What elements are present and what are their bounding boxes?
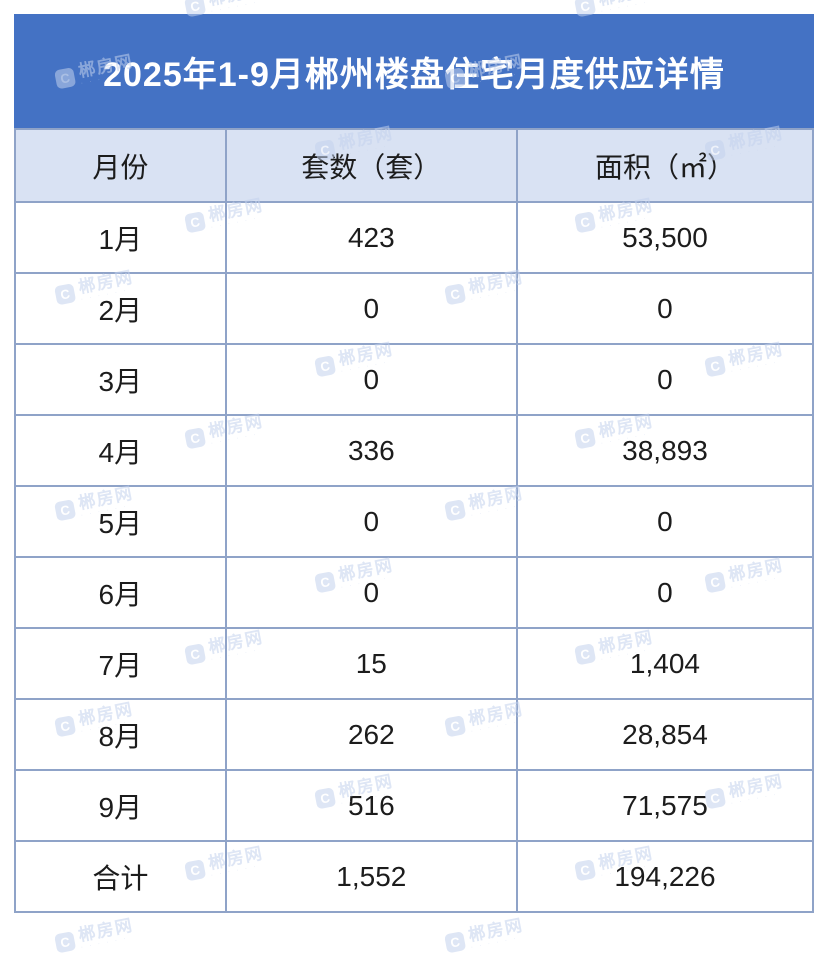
cell-value: 53,500 (515, 201, 815, 274)
table-row: 8月 262 28,854 (14, 698, 815, 771)
table-row: 7月 15 1,404 (14, 627, 815, 700)
table-row: 9月 516 71,575 (14, 769, 815, 842)
watermark-subtext: · · · · · · (210, 0, 259, 15)
table-row: 4月 336 38,893 (14, 414, 815, 487)
column-header-2: 面积（㎡） (515, 128, 815, 203)
table-title: 2025年1-9月郴州楼盘住宅月度供应详情 (103, 55, 725, 94)
watermark-text: 郴房网 (76, 915, 135, 945)
cell-value: 0 (515, 343, 815, 416)
cell-month: 1月 (14, 201, 227, 274)
column-header-1: 套数（套） (224, 128, 518, 203)
table-header: 月份 套数（套） 面积（㎡） (14, 128, 815, 203)
table-row: 5月 0 0 (14, 485, 815, 558)
cell-month: 8月 (14, 698, 227, 771)
cell-month: 9月 (14, 769, 227, 842)
cell-value: 262 (224, 698, 518, 771)
cell-month: 6月 (14, 556, 227, 629)
cell-value: 1,552 (224, 840, 518, 913)
cell-month: 7月 (14, 627, 227, 700)
cell-value: 71,575 (515, 769, 815, 842)
cell-value: 1,404 (515, 627, 815, 700)
monthly-supply-table-card: 2025年1-9月郴州楼盘住宅月度供应详情 月份 套数（套） 面积（㎡） 1月 423… (14, 14, 815, 913)
table-row: 1月 423 53,500 (14, 201, 815, 274)
cell-value: 194,226 (515, 840, 815, 913)
watermark-logo-icon: C (53, 930, 77, 953)
table-row: 2月 0 0 (14, 272, 815, 345)
header-row: 月份 套数（套） 面积（㎡） (14, 128, 815, 203)
table-row: 3月 0 0 (14, 343, 815, 416)
watermark-subtext: · · · · · · (80, 935, 129, 951)
cell-value: 15 (224, 627, 518, 700)
cell-value: 516 (224, 769, 518, 842)
watermark-logo-icon: C (443, 930, 467, 953)
watermark-subtext: · · · · · · (470, 935, 519, 951)
cell-month: 2月 (14, 272, 227, 345)
cell-value: 423 (224, 201, 518, 274)
cell-month: 3月 (14, 343, 227, 416)
cell-value: 0 (224, 485, 518, 558)
table-row: 合计 1,552 194,226 (14, 840, 815, 913)
cell-value: 0 (224, 272, 518, 345)
column-header-0: 月份 (14, 128, 227, 203)
cell-value: 0 (515, 272, 815, 345)
cell-month: 5月 (14, 485, 227, 558)
watermark-text: 郴房网 (597, 0, 655, 9)
table-title-bar: 2025年1-9月郴州楼盘住宅月度供应详情 (14, 14, 814, 128)
cell-value: 28,854 (515, 698, 815, 771)
watermark-text: 郴房网 (207, 0, 265, 9)
watermark-subtext: · · · · · · (600, 0, 649, 15)
watermark-text: 郴房网 (466, 915, 525, 945)
monthly-supply-table: 月份 套数（套） 面积（㎡） 1月 423 53,500 2月 0 0 3月 0 0 4月 336 38,… (14, 128, 815, 913)
cell-month: 合计 (14, 840, 227, 913)
cell-month: 4月 (14, 414, 227, 487)
cell-value: 0 (224, 343, 518, 416)
cell-value: 0 (515, 485, 815, 558)
cell-value: 38,893 (515, 414, 815, 487)
cell-value: 0 (515, 556, 815, 629)
table-row: 6月 0 0 (14, 556, 815, 629)
table-body: 1月 423 53,500 2月 0 0 3月 0 0 4月 336 38,893 5月 0 0 6月 0 0 7月… (14, 201, 815, 913)
cell-value: 0 (224, 556, 518, 629)
cell-value: 336 (224, 414, 518, 487)
